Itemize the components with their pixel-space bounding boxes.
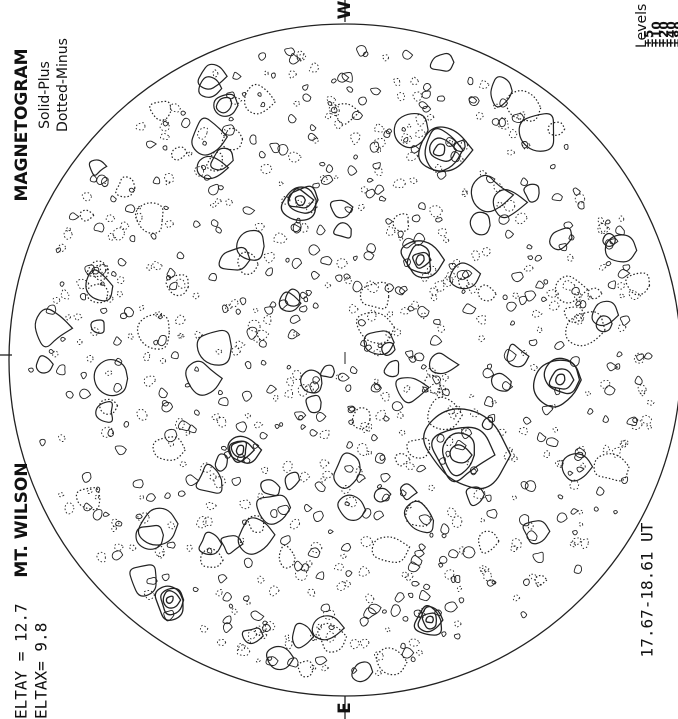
background [0, 0, 678, 719]
east-label: E [335, 702, 355, 714]
delta-y: ELTAY = 12.7 [12, 603, 31, 719]
observatory: MT. WILSON [12, 462, 32, 577]
delta-x: ELTAX= 9.8 [32, 623, 51, 719]
solid-note: Solid-Plus [37, 61, 53, 129]
time-range: 17.67-18.61 UT [638, 522, 657, 657]
magnetogram: MT. WILSON MAGNETOGRAM Solid-Plus Dotted… [0, 0, 678, 719]
west-label: W [335, 0, 355, 19]
title: MAGNETOGRAM [12, 48, 32, 201]
legend-level: ±80 [672, 21, 678, 48]
dotted-note: Dotted-Minus [55, 38, 71, 132]
